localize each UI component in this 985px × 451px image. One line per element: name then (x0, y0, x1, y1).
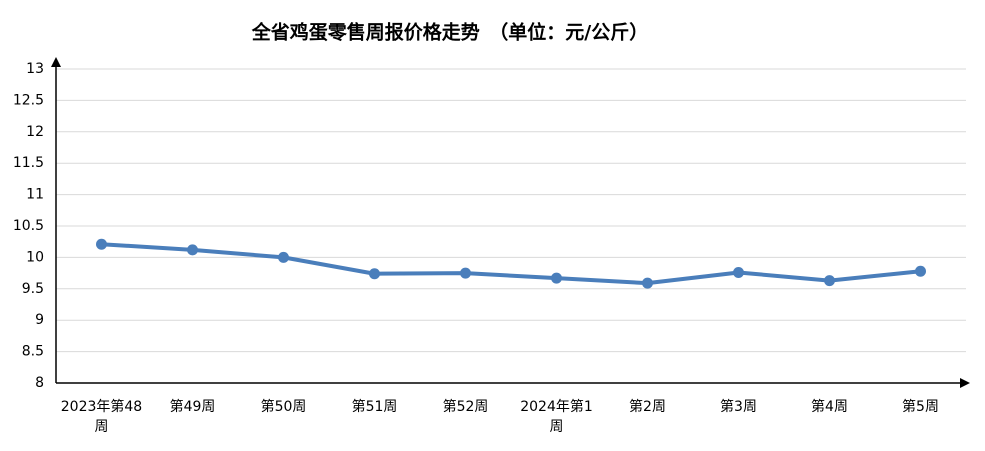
x-tick-label: 第50周 (260, 399, 307, 415)
y-tick-label: 11.5 (13, 155, 44, 171)
point (551, 272, 562, 284)
point (278, 251, 289, 263)
x-tick-label: 第5周 (902, 399, 939, 415)
x-tick-label: 2024年第1周 (520, 399, 593, 435)
y-tick-label: 13 (26, 61, 44, 77)
point (642, 277, 653, 289)
y-tick-label: 12.5 (13, 92, 44, 108)
point (369, 268, 380, 280)
x-tick-label: 2023年第48周 (60, 399, 143, 435)
y-tick-label: 8 (35, 375, 44, 391)
y-axis-arrow (51, 57, 61, 67)
x-tick-label: 第51周 (351, 399, 398, 415)
point (915, 265, 926, 277)
point (460, 267, 471, 279)
y-tick-label: 11 (26, 187, 44, 203)
x-axis-arrow (960, 378, 970, 388)
point (96, 238, 107, 250)
x-tick-label: 第2周 (629, 399, 666, 415)
y-tick-label: 8.5 (22, 344, 44, 360)
point (187, 244, 198, 256)
chart-title: 全省鸡蛋零售周报价格走势 （单位：元/公斤） (251, 21, 648, 44)
point (824, 275, 835, 287)
y-tick-label: 10.5 (13, 218, 44, 234)
y-tick-label: 9 (35, 312, 44, 328)
y-tick-label: 10 (26, 249, 44, 265)
x-tick-label: 第49周 (169, 399, 216, 415)
x-tick-label: 第4周 (811, 399, 848, 415)
x-tick-label: 第3周 (720, 399, 757, 415)
y-tick-label: 9.5 (22, 281, 44, 297)
x-tick-label: 第52周 (442, 399, 489, 415)
point (733, 266, 744, 278)
line (101, 242, 921, 286)
y-tick-label: 12 (26, 124, 44, 140)
